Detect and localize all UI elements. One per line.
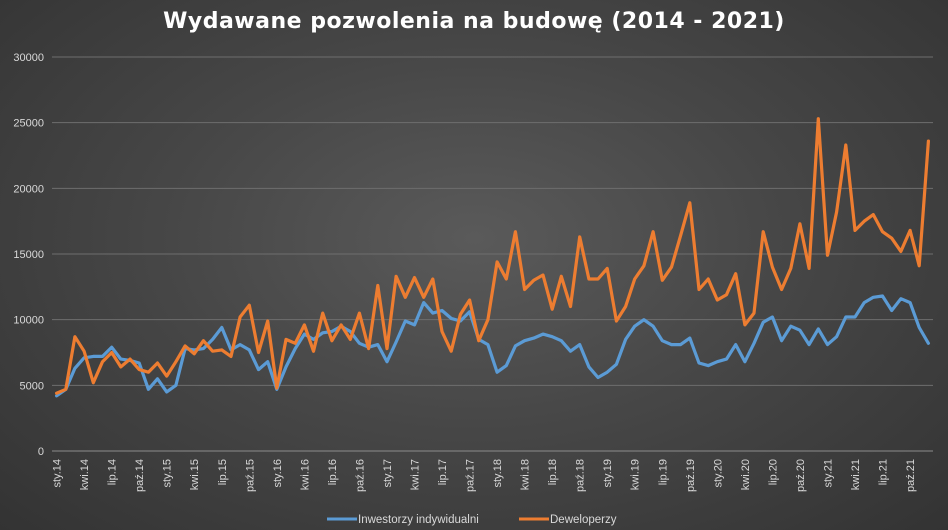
- x-tick-label: kwi.14: [79, 459, 91, 490]
- x-tick-label: kwi.15: [189, 459, 201, 490]
- x-tick-label: lip.14: [107, 459, 119, 485]
- x-tick-label: lip.20: [767, 459, 779, 485]
- x-tick-label: paź.20: [795, 459, 807, 492]
- x-tick-label: kwi.20: [740, 459, 752, 490]
- x-tick-label: lip.16: [327, 459, 339, 485]
- y-tick-label: 30000: [13, 52, 44, 64]
- legend-label: Inwestorzy indywidualni: [358, 514, 479, 526]
- x-tick-label: sty.21: [822, 459, 834, 488]
- y-axis-tick-labels: 0 5000 10000 15000 20000 25000 30000: [13, 52, 44, 458]
- x-tick-label: sty.16: [272, 459, 284, 488]
- x-tick-label: kwi.18: [520, 459, 532, 490]
- series-line-inwestorzy-indywidualni: [54, 294, 931, 398]
- gridlines: [52, 56, 933, 452]
- x-tick-label: sty.20: [712, 459, 724, 488]
- x-tick-label: sty.14: [52, 459, 64, 488]
- series-lines: [54, 117, 931, 398]
- x-tick-label: sty.19: [602, 459, 614, 488]
- x-tick-label: sty.15: [162, 459, 174, 488]
- chart-title: Wydawane pozwolenia na budowę (2014 - 20…: [163, 9, 785, 34]
- legend: Inwestorzy indywidualni Deweloperzy: [327, 514, 617, 526]
- y-tick-label: 25000: [13, 118, 44, 130]
- y-tick-label: 0: [38, 446, 44, 458]
- x-axis-tick-labels: sty.14 kwi.14 lip.14 paź.14 sty.15 kwi.15 lip.…: [52, 459, 917, 492]
- x-tick-label: kwi.21: [850, 459, 862, 490]
- x-tick-label: paź.17: [465, 459, 477, 492]
- x-tick-label: paź.18: [575, 459, 587, 492]
- x-tick-label: kwi.19: [630, 459, 642, 490]
- y-tick-label: 10000: [13, 315, 44, 327]
- x-tick-label: paź.21: [905, 459, 917, 492]
- x-tick-label: sty.18: [492, 459, 504, 488]
- x-tick-label: paź.19: [685, 459, 697, 492]
- x-tick-label: lip.19: [657, 459, 669, 485]
- series-line-deweloperzy: [54, 117, 931, 395]
- legend-label: Deweloperzy: [550, 514, 617, 526]
- x-tick-label: lip.17: [437, 459, 449, 485]
- y-tick-label: 20000: [13, 183, 44, 195]
- x-tick-label: paź.16: [354, 459, 366, 492]
- x-tick-label: sty.17: [382, 459, 394, 488]
- y-tick-label: 5000: [20, 380, 44, 392]
- x-tick-label: kwi.17: [409, 459, 421, 490]
- x-tick-label: kwi.16: [299, 459, 311, 490]
- x-tick-label: lip.21: [878, 459, 890, 485]
- y-tick-label: 15000: [13, 249, 44, 261]
- x-tick-label: lip.18: [547, 459, 559, 485]
- x-tick-label: paź.14: [134, 459, 146, 492]
- x-tick-label: paź.15: [244, 459, 256, 492]
- x-tick-label: lip.15: [217, 459, 229, 485]
